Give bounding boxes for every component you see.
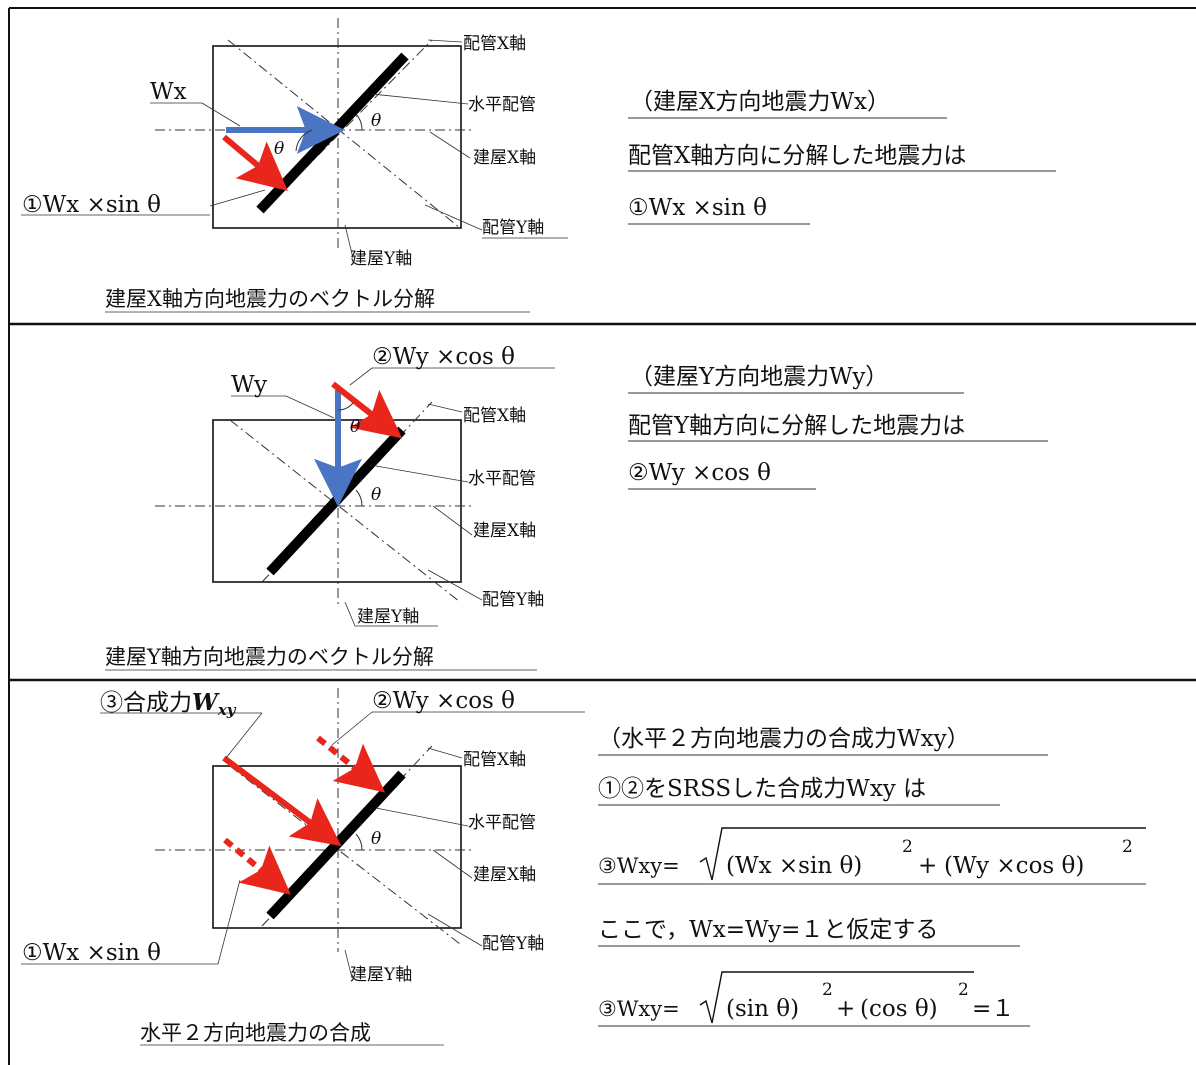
label-theta: θ (371, 829, 381, 849)
svg-text:2: 2 (822, 980, 833, 1000)
label-wy-cos: ②Wy ×cos θ (372, 688, 515, 714)
explanation-line-1: （建屋X方向地震力Wx） (630, 89, 890, 115)
panel-caption: 建屋Y軸方向地震力のベクトル分解 (105, 645, 434, 669)
svg-text:2: 2 (1122, 837, 1133, 857)
label-pipe-y-axis: 配管Y軸 (482, 590, 544, 610)
svg-text:(sin θ): (sin θ) (726, 996, 799, 1022)
explanation-block: （建屋Y方向地震力Wy） 配管Y軸方向に分解した地震力は ②Wy ×cos θ (628, 364, 1048, 490)
svg-text:+: + (918, 853, 937, 879)
panel-y-decomposition: 配管X軸 水平配管 建屋X軸 配管Y軸 建屋Y軸 Wy ②Wy ×cos θ θ… (105, 344, 1048, 671)
svg-text:(cos θ): (cos θ) (860, 996, 938, 1022)
theta-arc-1 (355, 113, 363, 131)
svg-text:2: 2 (902, 837, 913, 857)
panel-x-decomposition: 配管X軸 水平配管 建屋X軸 配管Y軸 建屋Y軸 Wx ①Wx ×sin θ θ… (21, 18, 1056, 313)
resultant-arrow (222, 755, 342, 847)
label-pipe-x-axis: 配管X軸 (463, 750, 526, 770)
label-pipe-y-axis: 配管Y軸 (482, 934, 544, 954)
horizontal-pipe (266, 770, 406, 920)
explanation-line-1: （建屋Y方向地震力Wy） (630, 364, 888, 390)
explanation-line-3: ①Wx ×sin θ (628, 195, 767, 221)
label-pipe-x-axis: 配管X軸 (463, 34, 526, 54)
explanation-line-2: 配管X軸方向に分解した地震力は (628, 143, 966, 169)
label-wx-sin: ①Wx ×sin θ (22, 940, 161, 966)
srss-equation: ③Wxy= (Wx ×sin θ) 2 + (Wy ×cos θ) 2 (598, 827, 1146, 881)
theta-arc-2 (295, 129, 313, 152)
panel-caption: 建屋X軸方向地震力のベクトル分解 (105, 287, 435, 311)
label-building-x-axis: 建屋X軸 (473, 521, 536, 541)
svg-text:③Wxy=: ③Wxy= (598, 854, 680, 878)
label-horizontal-pipe: 水平配管 (468, 95, 536, 115)
label-building-y-axis: 建屋Y軸 (350, 965, 412, 985)
wy-component-arrow (331, 381, 403, 439)
label-horizontal-pipe: 水平配管 (468, 469, 536, 489)
svg-text:2: 2 (958, 980, 969, 1000)
label-building-x-axis: 建屋X軸 (473, 148, 536, 168)
svg-text:(Wy ×cos θ): (Wy ×cos θ) (944, 853, 1084, 879)
explanation-line-3: ②Wy ×cos θ (628, 460, 771, 486)
building-plan-rect (212, 45, 462, 229)
label-building-y-axis: 建屋Y軸 (350, 249, 412, 269)
explanation-line-1: （水平２方向地震力の合成力Wxy） (598, 726, 970, 752)
panel-combination: 配管X軸 水平配管 建屋X軸 配管Y軸 建屋Y軸 ③合成力Wxy ②Wy ×co… (21, 688, 1146, 1046)
label-pipe-x-axis: 配管X軸 (463, 406, 526, 426)
label-wx: Wx (150, 79, 187, 105)
svg-text:③Wxy=: ③Wxy= (598, 997, 680, 1021)
label-wy-cos: ②Wy ×cos θ (372, 344, 515, 370)
theta-arc (355, 833, 363, 851)
theta-arc-2 (337, 402, 354, 411)
table-frame (8, 7, 1196, 1065)
label-theta-1: θ (371, 111, 381, 131)
label-resultant: ③合成力Wxy (100, 689, 237, 719)
pipe-y-axis-line (229, 765, 461, 945)
explanation-line-2: ①②をSRSSした合成力Wxy は (598, 776, 926, 802)
label-building-x-axis: 建屋X軸 (473, 865, 536, 885)
wx-component-arrow (222, 134, 288, 191)
theta-arc-1 (355, 489, 363, 507)
wy-component-dotted-arrow (316, 735, 386, 793)
label-building-y-axis: 建屋Y軸 (357, 607, 419, 627)
wx-component-dotted-arrow (223, 837, 291, 895)
explanation-block: （水平２方向地震力の合成力Wxy） ①②をSRSSした合成力Wxy は ③Wxy… (598, 726, 1146, 1027)
explanation-line-4: ここで，Wx=Wy=１と仮定する (598, 917, 938, 943)
panel-caption: 水平２方向地震力の合成 (140, 1021, 371, 1045)
explanation-block: （建屋X方向地震力Wx） 配管X軸方向に分解した地震力は ①Wx ×sin θ (628, 89, 1056, 225)
svg-text:(Wx ×sin θ): (Wx ×sin θ) (726, 853, 862, 879)
unit-equation: ③Wxy= (sin θ) 2 + (cos θ) 2 =１ (598, 971, 1014, 1024)
label-wx-sin: ①Wx ×sin θ (22, 192, 161, 218)
label-wy: Wy (231, 372, 267, 398)
explanation-line-2: 配管Y軸方向に分解した地震力は (628, 413, 965, 439)
label-horizontal-pipe: 水平配管 (468, 813, 536, 833)
label-theta-2: θ (350, 417, 360, 437)
label-theta-1: θ (371, 485, 381, 505)
label-theta-2: θ (274, 139, 284, 159)
svg-text:+: + (836, 996, 855, 1022)
svg-text:=１: =１ (972, 996, 1014, 1022)
pipe-y-axis-line (229, 419, 461, 603)
label-pipe-y-axis: 配管Y軸 (482, 218, 544, 238)
